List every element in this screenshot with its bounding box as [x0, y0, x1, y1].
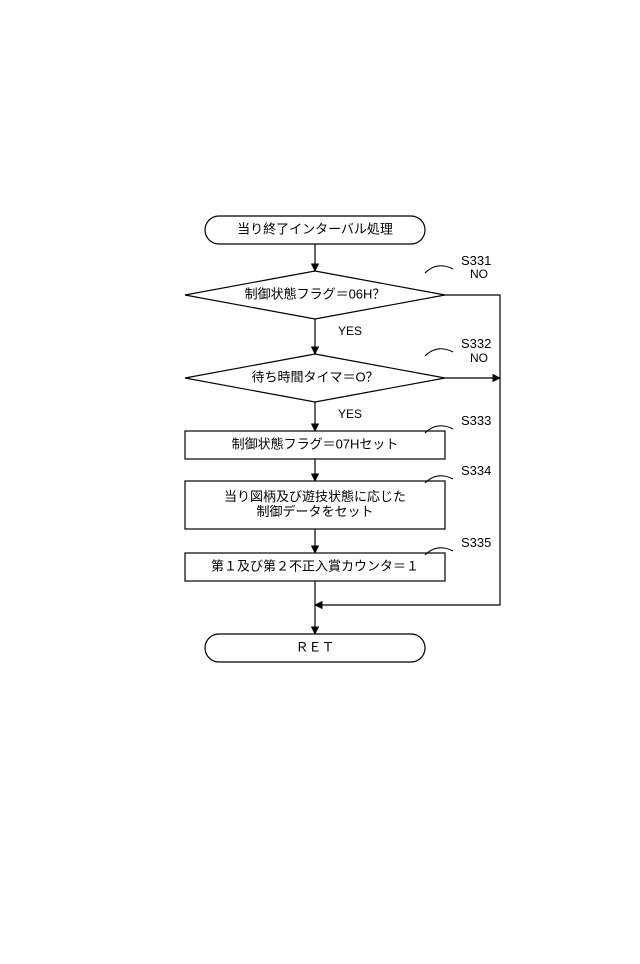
svg-text:ＲＥＴ: ＲＥＴ: [295, 639, 334, 654]
flowchart-canvas: YES YES NO NO 当り終了インターバル処理制御状態フラグ＝06H？ S331 待…: [0, 0, 640, 964]
step-label: S335: [461, 535, 491, 550]
nodes-layer: 当り終了インターバル処理制御状態フラグ＝06H？ S331 待ち時間タイマ＝O？ S3…: [185, 216, 491, 662]
svg-text:制御状態フラグ＝06H？: 制御状態フラグ＝06H？: [245, 286, 386, 301]
svg-text:制御データをセット: 制御データをセット: [256, 504, 373, 519]
svg-text:当り終了インターバル処理: 当り終了インターバル処理: [237, 221, 393, 236]
svg-text:第１及び第２不正入賞カウンタ＝１: 第１及び第２不正入賞カウンタ＝１: [211, 558, 419, 573]
edge-label: NO: [470, 267, 488, 281]
svg-text:制御状態フラグ＝07Hセット: 制御状態フラグ＝07Hセット: [232, 436, 399, 451]
node-d1: 制御状態フラグ＝06H？ S331: [185, 253, 491, 319]
step-label: S333: [461, 413, 491, 428]
step-label: S331: [461, 253, 491, 268]
node-p2: 当り図柄及び遊技状態に応じた制御データをセット S334: [185, 463, 491, 529]
svg-text:当り図柄及び遊技状態に応じた: 当り図柄及び遊技状態に応じた: [224, 489, 406, 504]
node-d2: 待ち時間タイマ＝O？ S332: [185, 336, 491, 402]
svg-text:待ち時間タイマ＝O？: 待ち時間タイマ＝O？: [251, 369, 378, 384]
edge-label: YES: [338, 407, 362, 421]
edge-label: NO: [470, 351, 488, 365]
node-p3: 第１及び第２不正入賞カウンタ＝１ S335: [185, 535, 491, 581]
edge-label: YES: [338, 324, 362, 338]
step-label: S334: [461, 463, 491, 478]
step-label: S332: [461, 336, 491, 351]
node-start: 当り終了インターバル処理: [205, 216, 425, 244]
node-ret: ＲＥＴ: [205, 634, 425, 662]
